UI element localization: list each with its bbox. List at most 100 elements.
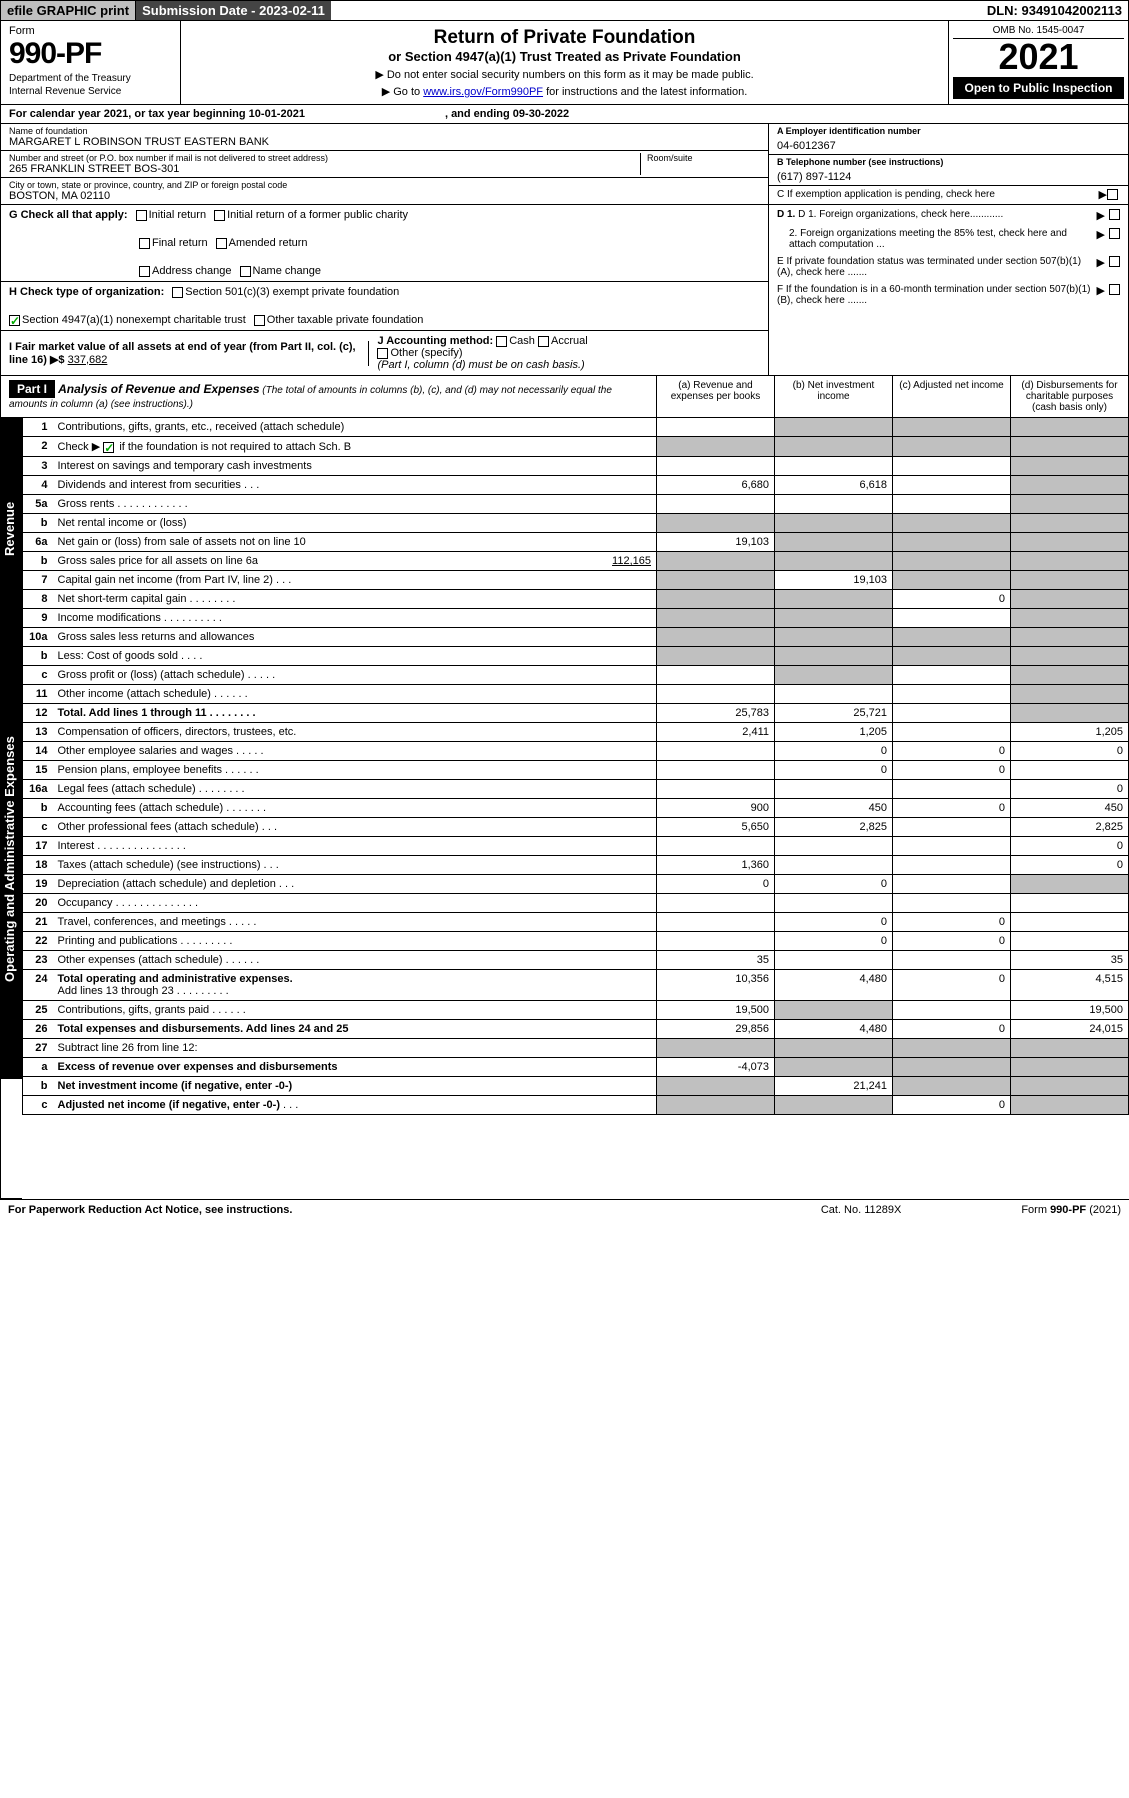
name-change-cb[interactable] (240, 266, 251, 277)
city-box: City or town, state or province, country… (1, 178, 768, 204)
row-5b: bNet rental income or (loss) (23, 514, 1129, 533)
row-16b: bAccounting fees (attach schedule) . . .… (23, 799, 1129, 818)
exemption-checkbox[interactable] (1107, 189, 1118, 200)
efile-label: efile GRAPHIC print (1, 1, 136, 20)
footer-catalog: Cat. No. 11289X (821, 1204, 902, 1216)
h-check-row: H Check type of organization: Section 50… (1, 282, 768, 331)
row-21: 21Travel, conferences, and meetings . . … (23, 913, 1129, 932)
header-center: Return of Private Foundation or Section … (181, 21, 948, 104)
amended-return-cb[interactable] (216, 238, 227, 249)
footer-paperwork: For Paperwork Reduction Act Notice, see … (8, 1204, 821, 1216)
dept-treasury: Department of the Treasury (9, 73, 172, 84)
row-18: 18Taxes (attach schedule) (see instructi… (23, 856, 1129, 875)
row-1: 1Contributions, gifts, grants, etc., rec… (23, 418, 1129, 437)
row-2: 2Check ▶ if the foundation is not requir… (23, 437, 1129, 457)
exemption-pending-box: C If exemption application is pending, c… (769, 186, 1128, 203)
other-taxable-cb[interactable] (254, 315, 265, 326)
row-19: 19Depreciation (attach schedule) and dep… (23, 875, 1129, 894)
row-13: 13Compensation of officers, directors, t… (23, 723, 1129, 742)
form-header: Form 990-PF Department of the Treasury I… (0, 21, 1129, 105)
f-cb[interactable] (1109, 284, 1120, 295)
cash-cb[interactable] (496, 336, 507, 347)
row-6a: 6aNet gain or (loss) from sale of assets… (23, 533, 1129, 552)
row-8: 8Net short-term capital gain . . . . . .… (23, 590, 1129, 609)
sch-b-cb[interactable] (103, 442, 114, 453)
main-table-grid: Revenue Operating and Administrative Exp… (0, 418, 1129, 1199)
row-26: 26Total expenses and disbursements. Add … (23, 1020, 1129, 1039)
foundation-name-box: Name of foundation MARGARET L ROBINSON T… (1, 124, 768, 151)
row-20: 20Occupancy . . . . . . . . . . . . . . (23, 894, 1129, 913)
header-left: Form 990-PF Department of the Treasury I… (1, 21, 181, 104)
row-27c: cAdjusted net income (if negative, enter… (23, 1096, 1129, 1115)
part1-header: Part I Analysis of Revenue and Expenses … (0, 376, 1129, 418)
footer-form: Form 990-PF (2021) (1021, 1204, 1121, 1216)
g-check-row: G Check all that apply: Initial return I… (1, 205, 768, 282)
row-10a: 10aGross sales less returns and allowanc… (23, 628, 1129, 647)
instruction-2: ▶ Go to www.irs.gov/Form990PF for instru… (187, 85, 942, 98)
checks-section: G Check all that apply: Initial return I… (0, 205, 1129, 376)
row-5a: 5aGross rents . . . . . . . . . . . . (23, 495, 1129, 514)
e-cb[interactable] (1109, 256, 1120, 267)
ein-box: A Employer identification number 04-6012… (769, 124, 1128, 155)
d2-cb[interactable] (1109, 228, 1120, 239)
row-25: 25Contributions, gifts, grants paid . . … (23, 1001, 1129, 1020)
i-j-row: I Fair market value of all assets at end… (1, 331, 768, 375)
col-c-head: (c) Adjusted net income (892, 376, 1010, 417)
top-bar: efile GRAPHIC print Submission Date - 20… (0, 0, 1129, 21)
row-6b: bGross sales price for all assets on lin… (23, 552, 1129, 571)
initial-return-cb[interactable] (136, 210, 147, 221)
row-24: 24Total operating and administrative exp… (23, 970, 1129, 1001)
address-box: Number and street (or P.O. box number if… (1, 151, 768, 178)
501c3-cb[interactable] (172, 287, 183, 298)
other-method-cb[interactable] (377, 348, 388, 359)
revenue-label: Revenue (0, 419, 22, 639)
row-3: 3Interest on savings and temporary cash … (23, 457, 1129, 476)
row-10b: bLess: Cost of goods sold . . . . (23, 647, 1129, 666)
col-d-head: (d) Disbursements for charitable purpose… (1010, 376, 1128, 417)
instruction-1: ▶ Do not enter social security numbers o… (187, 68, 942, 81)
row-23: 23Other expenses (attach schedule) . . .… (23, 951, 1129, 970)
accrual-cb[interactable] (538, 336, 549, 347)
col-b-head: (b) Net investment income (774, 376, 892, 417)
form-table: 1Contributions, gifts, grants, etc., rec… (22, 418, 1129, 1115)
page-footer: For Paperwork Reduction Act Notice, see … (0, 1199, 1129, 1220)
row-17: 17Interest . . . . . . . . . . . . . . .… (23, 837, 1129, 856)
expenses-label: Operating and Administrative Expenses (0, 639, 22, 1079)
phone-box: B Telephone number (see instructions) (6… (769, 155, 1128, 186)
address-change-cb[interactable] (139, 266, 150, 277)
row-27b: bNet investment income (if negative, ent… (23, 1077, 1129, 1096)
row-14: 14Other employee salaries and wages . . … (23, 742, 1129, 761)
form-subtitle: or Section 4947(a)(1) Trust Treated as P… (187, 49, 942, 64)
row-12: 12Total. Add lines 1 through 11 . . . . … (23, 704, 1129, 723)
row-27: 27Subtract line 26 from line 12: (23, 1039, 1129, 1058)
dln-number: DLN: 93491042002113 (981, 1, 1128, 20)
row-9: 9Income modifications . . . . . . . . . … (23, 609, 1129, 628)
form-label: Form (9, 25, 172, 37)
form-title: Return of Private Foundation (187, 27, 942, 49)
row-7: 7Capital gain net income (from Part IV, … (23, 571, 1129, 590)
col-a-head: (a) Revenue and expenses per books (656, 376, 774, 417)
final-return-cb[interactable] (139, 238, 150, 249)
row-15: 15Pension plans, employee benefits . . .… (23, 761, 1129, 780)
calendar-year-row: For calendar year 2021, or tax year begi… (0, 105, 1129, 124)
row-16a: 16aLegal fees (attach schedule) . . . . … (23, 780, 1129, 799)
row-16c: cOther professional fees (attach schedul… (23, 818, 1129, 837)
identity-section: Name of foundation MARGARET L ROBINSON T… (0, 124, 1129, 205)
irs-link[interactable]: www.irs.gov/Form990PF (423, 86, 543, 98)
form-number: 990-PF (9, 37, 172, 71)
header-right: OMB No. 1545-0047 2021 Open to Public In… (948, 21, 1128, 104)
tax-year: 2021 (953, 39, 1124, 75)
open-public-badge: Open to Public Inspection (953, 77, 1124, 99)
right-checks: D 1. D 1. Foreign organizations, check h… (768, 205, 1128, 375)
row-11: 11Other income (attach schedule) . . . .… (23, 685, 1129, 704)
submission-date: Submission Date - 2023-02-11 (136, 1, 331, 20)
dept-irs: Internal Revenue Service (9, 86, 172, 97)
4947a1-cb[interactable] (9, 315, 20, 326)
row-10c: cGross profit or (loss) (attach schedule… (23, 666, 1129, 685)
d1-cb[interactable] (1109, 209, 1120, 220)
part-label: Part I (9, 380, 55, 398)
initial-former-cb[interactable] (214, 210, 225, 221)
row-22: 22Printing and publications . . . . . . … (23, 932, 1129, 951)
row-4: 4Dividends and interest from securities … (23, 476, 1129, 495)
row-27a: aExcess of revenue over expenses and dis… (23, 1058, 1129, 1077)
